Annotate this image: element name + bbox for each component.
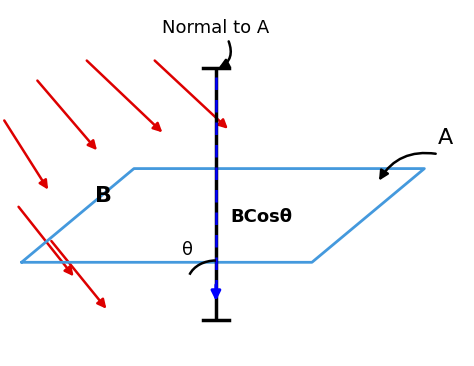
Text: B: B	[95, 186, 112, 206]
Text: A: A	[438, 128, 453, 148]
Text: θ: θ	[182, 241, 193, 259]
Text: BCosθ: BCosθ	[230, 208, 292, 226]
Text: Normal to A: Normal to A	[162, 19, 270, 37]
